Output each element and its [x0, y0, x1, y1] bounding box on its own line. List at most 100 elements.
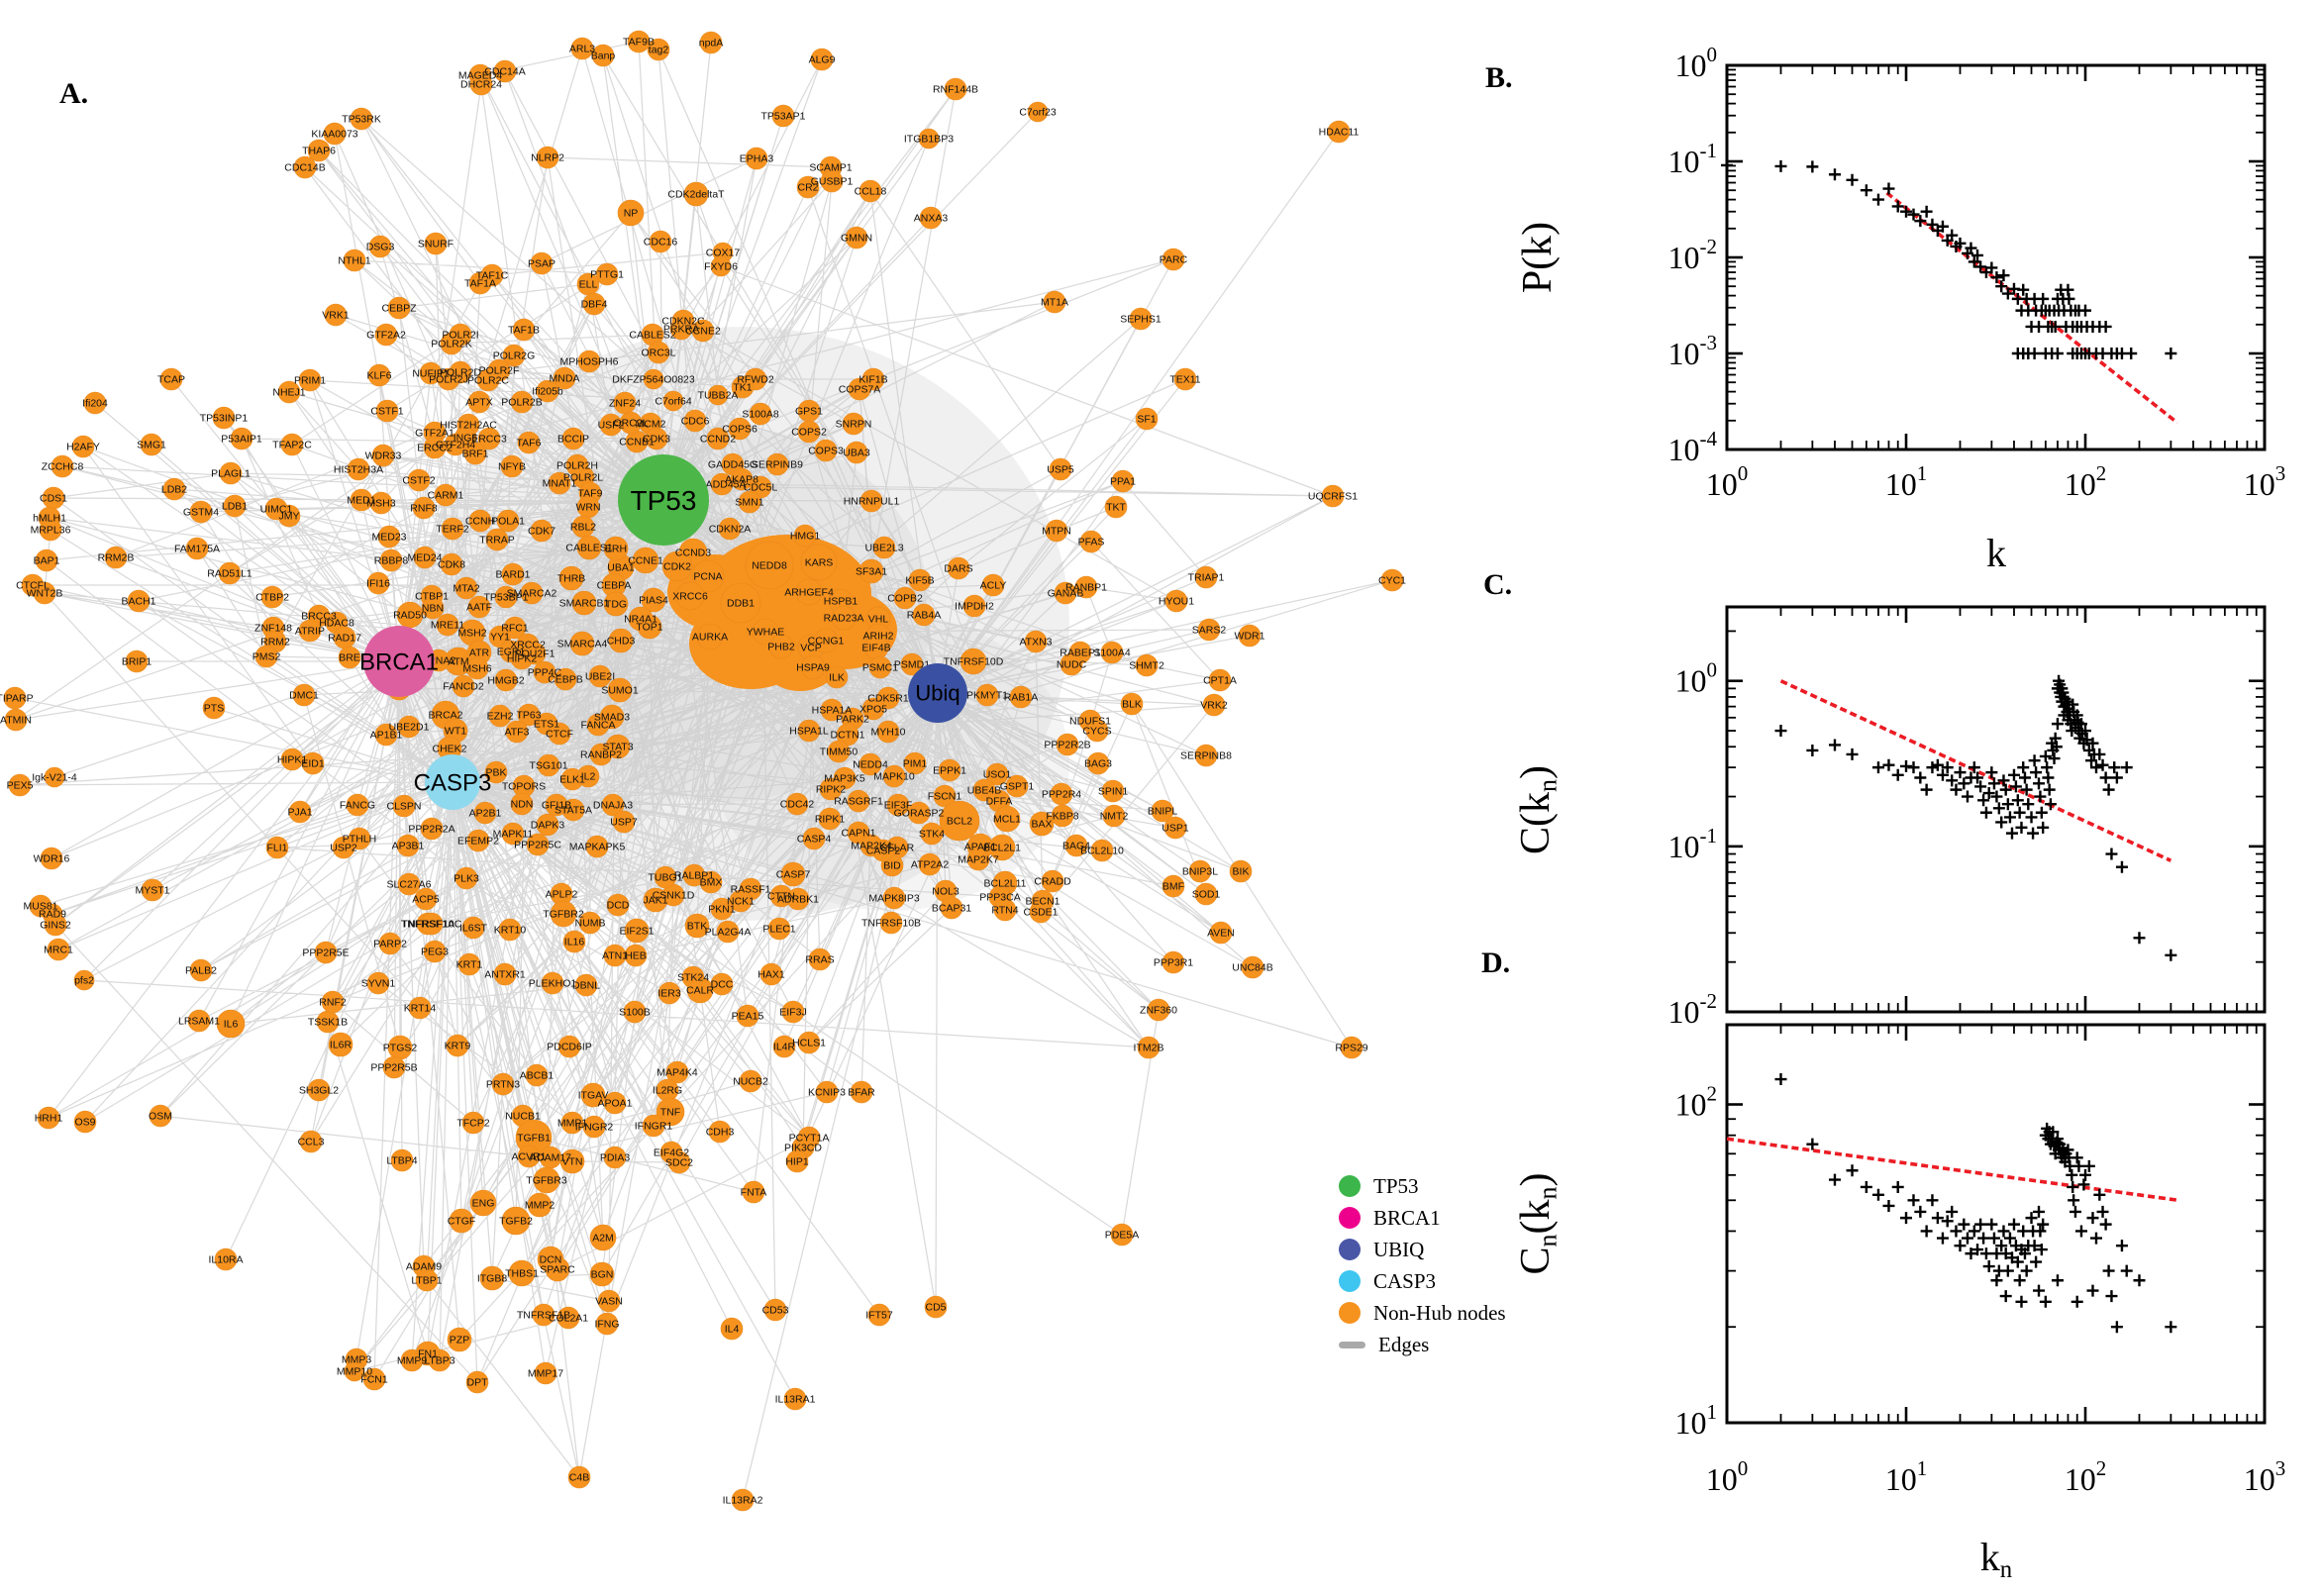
svg-text:GSTM4: GSTM4 — [183, 507, 219, 519]
svg-text:HDAC11: HDAC11 — [1319, 127, 1360, 139]
svg-text:CTCFL: CTCFL — [16, 580, 50, 592]
svg-text:AP3B1: AP3B1 — [392, 841, 425, 852]
svg-text:HIP1: HIP1 — [785, 1156, 809, 1168]
svg-text:VRK2: VRK2 — [1200, 700, 1228, 712]
svg-text:CHEK2: CHEK2 — [432, 744, 466, 755]
svg-text:HSPA1A: HSPA1A — [812, 705, 853, 717]
svg-text:ARL3: ARL3 — [569, 44, 595, 55]
svg-text:P53AIP1: P53AIP1 — [221, 434, 262, 446]
svg-text:10-1: 10-1 — [1668, 139, 1718, 179]
svg-text:CEBPZ: CEBPZ — [381, 303, 417, 315]
plot-frame — [1725, 605, 2267, 1014]
legend-item-edges: Edges — [1339, 1329, 1506, 1360]
svg-text:CASP7: CASP7 — [776, 869, 811, 881]
svg-text:PDCD6IP: PDCD6IP — [547, 1042, 592, 1053]
svg-text:ATM: ATM — [448, 656, 468, 668]
svg-text:PEX5: PEX5 — [7, 780, 34, 792]
svg-text:MMP2: MMP2 — [525, 1200, 555, 1212]
svg-text:TP53BP1: TP53BP1 — [484, 592, 529, 604]
network-nodes — [3, 30, 1404, 1512]
svg-text:IFNGR2: IFNGR2 — [575, 1122, 614, 1134]
svg-text:UBE2L3: UBE2L3 — [864, 543, 903, 554]
svg-text:RPS29: RPS29 — [1335, 1043, 1367, 1054]
svg-text:EIF3F: EIF3F — [884, 800, 913, 812]
svg-text:ATN1: ATN1 — [602, 950, 628, 962]
svg-text:CCNB1: CCNB1 — [619, 437, 655, 449]
svg-text:CDK2: CDK2 — [663, 561, 691, 573]
svg-text:PTHLH: PTHLH — [343, 834, 376, 846]
svg-text:CDK7: CDK7 — [528, 526, 556, 538]
plot-c: 100 10-1 10-2 C(kn​) — [1513, 605, 2267, 1030]
axis-ticks — [1725, 1025, 2267, 1425]
svg-text:USP1: USP1 — [1162, 823, 1189, 835]
svg-text:MMP10: MMP10 — [337, 1366, 372, 1378]
svg-text:101: 101 — [1885, 461, 1928, 502]
svg-text:KIAA0073: KIAA0073 — [311, 129, 357, 141]
svg-text:PPP2R2B: PPP2R2B — [1044, 740, 1090, 751]
svg-text:RAD51L1: RAD51L1 — [207, 568, 252, 580]
svg-text:103: 103 — [2244, 461, 2286, 502]
svg-text:TAF9: TAF9 — [578, 488, 603, 500]
svg-text:PTTG1: PTTG1 — [590, 269, 624, 281]
node-swatch-icon — [1339, 1270, 1361, 1292]
svg-text:POLR2G: POLR2G — [493, 350, 536, 362]
svg-text:HSPB1: HSPB1 — [824, 596, 858, 608]
svg-text:BRIP1: BRIP1 — [122, 656, 152, 668]
svg-text:MMP9: MMP9 — [397, 1355, 427, 1367]
svg-text:HIST2H2AC: HIST2H2AC — [440, 420, 497, 432]
svg-text:HYOU1: HYOU1 — [1159, 596, 1194, 608]
svg-text:HEB: HEB — [625, 950, 647, 962]
svg-text:CDK3: CDK3 — [643, 434, 670, 446]
svg-text:NFYB: NFYB — [498, 461, 526, 473]
svg-text:FLI1: FLI1 — [266, 843, 287, 854]
svg-text:IL2RG: IL2RG — [653, 1085, 682, 1097]
svg-text:THAP6: THAP6 — [302, 146, 336, 157]
svg-text:RAD50: RAD50 — [393, 610, 427, 622]
svg-text:HRH1: HRH1 — [35, 1113, 63, 1125]
svg-text:MMP1: MMP1 — [557, 1118, 587, 1130]
panel-b-label: B. — [1485, 61, 1513, 94]
svg-text:NUCB2: NUCB2 — [733, 1076, 768, 1088]
svg-text:ATF3: ATF3 — [505, 727, 530, 739]
hub-node-ubiq — [908, 663, 967, 723]
svg-text:USO1: USO1 — [983, 769, 1012, 781]
svg-text:SOD1: SOD1 — [1192, 889, 1221, 901]
svg-text:BCCIP: BCCIP — [557, 434, 589, 446]
svg-text:APOA1: APOA1 — [597, 1098, 632, 1110]
svg-text:KLF6: KLF6 — [366, 370, 391, 382]
svg-text:103: 103 — [2244, 1456, 2286, 1497]
svg-text:RTN4: RTN4 — [991, 905, 1018, 917]
svg-text:USF2: USF2 — [598, 420, 625, 432]
svg-text:CSTF1: CSTF1 — [370, 406, 403, 418]
svg-text:RFWD2: RFWD2 — [737, 374, 773, 386]
svg-text:NDUFS1: NDUFS1 — [1069, 716, 1111, 728]
svg-text:TSSK1B: TSSK1B — [308, 1017, 348, 1029]
svg-text:pfs2: pfs2 — [74, 975, 94, 987]
svg-text:CDH3: CDH3 — [706, 1127, 735, 1139]
svg-text:IL6R: IL6R — [330, 1040, 353, 1051]
svg-text:YWHAE: YWHAE — [747, 627, 785, 639]
svg-text:Ifi205b: Ifi205b — [532, 386, 563, 398]
svg-text:SMARCA4: SMARCA4 — [557, 639, 608, 650]
svg-text:DMC1: DMC1 — [289, 690, 319, 702]
svg-text:RIPK1: RIPK1 — [815, 814, 846, 826]
svg-text:USP2: USP2 — [330, 843, 357, 854]
svg-text:ZNF148: ZNF148 — [254, 623, 292, 635]
svg-text:ANXA3: ANXA3 — [914, 213, 949, 225]
svg-text:AATF: AATF — [466, 602, 492, 614]
svg-text:CCL18: CCL18 — [855, 186, 887, 198]
svg-text:IL4R: IL4R — [773, 1042, 796, 1053]
svg-text:ITM2B: ITM2B — [1134, 1043, 1164, 1054]
svg-text:CAPN1: CAPN1 — [841, 828, 875, 840]
panel-a-label: A. — [59, 77, 89, 110]
svg-text:CSNK1D: CSNK1D — [653, 890, 695, 902]
svg-text:RAB4A: RAB4A — [907, 610, 941, 622]
svg-text:STAT3: STAT3 — [602, 742, 633, 753]
fit-line — [1726, 1137, 2179, 1203]
svg-text:RAB1A: RAB1A — [1004, 692, 1038, 704]
svg-text:CALR: CALR — [686, 985, 714, 997]
svg-text:BCL2L11: BCL2L11 — [983, 878, 1026, 890]
svg-text:BMF: BMF — [1162, 881, 1184, 893]
svg-text:PPP3R1: PPP3R1 — [1154, 957, 1193, 969]
svg-text:COPS7A: COPS7A — [839, 384, 881, 396]
